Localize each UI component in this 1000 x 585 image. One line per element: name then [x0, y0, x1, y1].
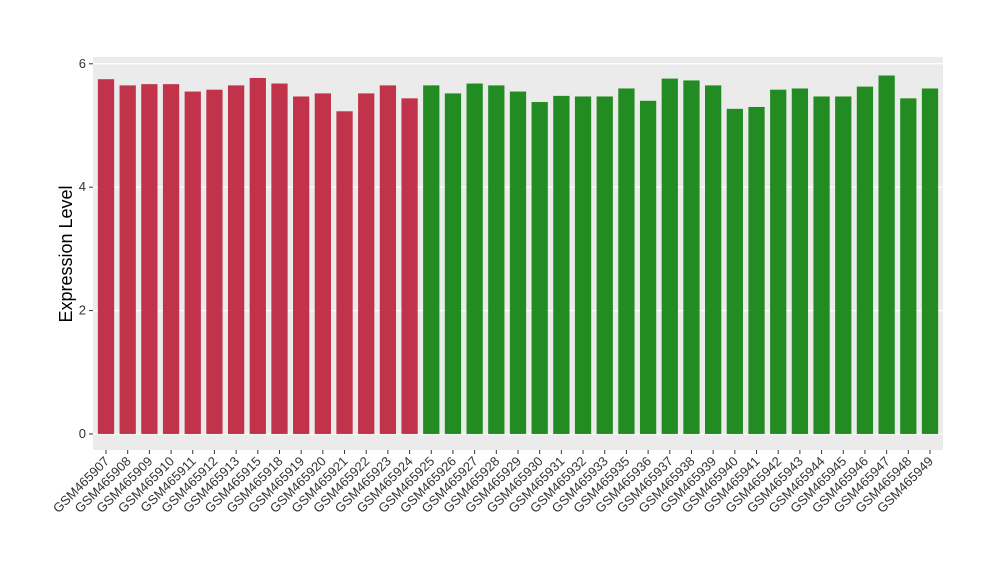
- bar: [726, 108, 743, 434]
- bar: [509, 91, 527, 434]
- bar: [553, 95, 570, 434]
- bar: [705, 85, 722, 434]
- bar: [618, 88, 635, 434]
- bar: [488, 85, 505, 434]
- bar: [97, 79, 115, 434]
- bar: [900, 98, 917, 434]
- bar: [444, 93, 462, 434]
- bar: [574, 96, 592, 434]
- bar: [856, 86, 874, 434]
- bar: [184, 91, 201, 434]
- bar: [119, 85, 136, 434]
- bar: [921, 88, 939, 434]
- bar: [791, 88, 809, 434]
- bar: [878, 75, 895, 434]
- y-axis-label: Expression Level: [56, 185, 76, 322]
- bar: [748, 106, 765, 434]
- bar: [162, 84, 180, 434]
- bar: [206, 89, 223, 434]
- bar: [401, 98, 418, 434]
- bar: [314, 93, 331, 434]
- bar: [271, 83, 288, 434]
- y-tick-label: 2: [79, 303, 86, 318]
- y-tick-label: 6: [79, 56, 86, 71]
- bar: [379, 85, 397, 434]
- bar: [683, 80, 700, 434]
- bar: [770, 89, 787, 434]
- bar: [423, 85, 440, 434]
- bar: [466, 83, 483, 434]
- bar: [596, 96, 613, 434]
- bar: [358, 93, 375, 434]
- bar: [835, 96, 852, 434]
- bar: [531, 102, 548, 434]
- bar: [227, 85, 245, 434]
- y-tick-label: 0: [79, 426, 86, 441]
- bar: [293, 96, 310, 434]
- bar: [249, 77, 266, 434]
- bar: [661, 78, 678, 434]
- bar: [639, 100, 657, 434]
- bar: [336, 111, 353, 434]
- bar: [141, 84, 158, 434]
- y-tick-label: 4: [79, 179, 86, 194]
- bar: [813, 96, 830, 434]
